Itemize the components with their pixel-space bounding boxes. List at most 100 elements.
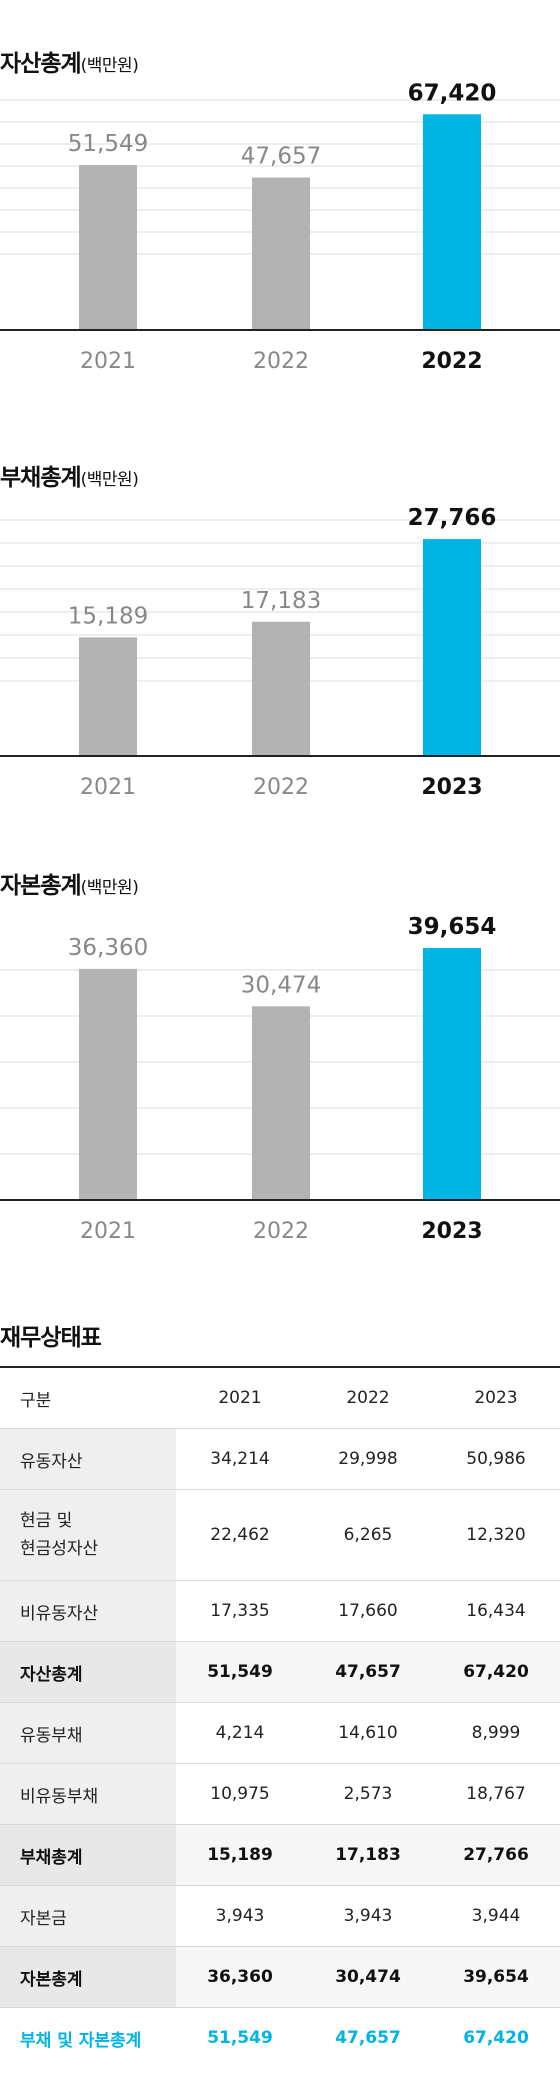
table-cell: 47,657 xyxy=(304,2007,432,2068)
table-cell: 27,766 xyxy=(432,1824,560,1886)
bar xyxy=(423,947,481,1200)
bar xyxy=(423,114,481,330)
value-label: 36,360 xyxy=(68,935,148,961)
table-cell: 8,999 xyxy=(432,1702,560,1764)
table-row: 자본총계 36,360 30,474 39,654 xyxy=(0,1946,560,2008)
x-tick-label: 2022 xyxy=(253,775,309,800)
table-cell: 17,335 xyxy=(176,1580,304,1642)
header-cell: 구분 xyxy=(0,1366,176,1429)
header-cell: 2023 xyxy=(432,1366,560,1429)
balance-sheet-title: 재무상태표 xyxy=(0,1325,102,1351)
bar xyxy=(423,539,481,756)
chart-title-text: 부채총계 xyxy=(0,465,82,491)
bar xyxy=(79,637,137,756)
bar xyxy=(79,968,137,1200)
x-tick-label: 2022 xyxy=(421,349,482,374)
table-row: 자산총계 51,549 47,657 67,420 xyxy=(0,1641,560,1703)
table-cell: 51,549 xyxy=(176,1641,304,1703)
liability-total-chart: 15,189 2021 17,183 2022 27,766 2023 xyxy=(0,505,560,800)
table-cell: 10,975 xyxy=(176,1763,304,1825)
liability-total-chart-section: 부채총계(백만원) 15,189 2021 17,183 2022 27,766 2023 xyxy=(0,458,560,800)
table-cell: 47,657 xyxy=(304,1641,432,1703)
equity-total-chart-section: 자본총계(백만원) 36,360 2021 30,474 2022 39,654 2023 xyxy=(0,866,560,1246)
value-label: 30,474 xyxy=(241,972,321,998)
row-label: 자본금 xyxy=(0,1885,176,1947)
table-row: 자본금 3,943 3,943 3,944 xyxy=(0,1885,560,1947)
chart-unit: (백만원) xyxy=(80,56,139,76)
chart-title: 자산총계(백만원) xyxy=(0,44,139,78)
table-cell: 51,549 xyxy=(176,2007,304,2068)
row-label: 유동부채 xyxy=(0,1702,176,1764)
table-cell: 36,360 xyxy=(176,1946,304,2008)
table-cell: 6,265 xyxy=(304,1489,432,1581)
row-label: 자본총계 xyxy=(0,1946,176,2008)
table-row: 현금 및 현금성자산 22,462 6,265 12,320 xyxy=(0,1489,560,1581)
bar xyxy=(252,177,310,330)
table-cell: 3,943 xyxy=(176,1885,304,1947)
table-cell: 17,183 xyxy=(304,1824,432,1886)
table-header-row: 구분 2021 2022 2023 xyxy=(0,1366,560,1429)
chart-unit: (백만원) xyxy=(80,878,139,898)
table-cell: 34,214 xyxy=(176,1428,304,1490)
row-label: 비유동자산 xyxy=(0,1580,176,1642)
asset-total-chart-section: 자산총계(백만원) 51,549 2021 47,657 2022 67,420 2022 xyxy=(0,44,560,384)
table-cell: 16,434 xyxy=(432,1580,560,1642)
value-label: 17,183 xyxy=(241,588,321,614)
table-cell: 2,573 xyxy=(304,1763,432,1825)
equity-total-chart: 36,360 2021 30,474 2022 39,654 2023 xyxy=(0,914,560,1244)
table-row: 유동자산 34,214 29,998 50,986 xyxy=(0,1428,560,1490)
row-label: 부채총계 xyxy=(0,1824,176,1886)
table-cell: 22,462 xyxy=(176,1489,304,1581)
table-row: 비유동자산 17,335 17,660 16,434 xyxy=(0,1580,560,1642)
table-cell: 67,420 xyxy=(432,2007,560,2068)
x-tick-label: 2022 xyxy=(253,349,309,374)
chart-title-text: 자본총계 xyxy=(0,873,82,899)
balance-sheet-table: 구분 2021 2022 2023 유동자산 34,214 29,998 50,986… xyxy=(0,1366,560,2068)
table-row: 부채총계 15,189 17,183 27,766 xyxy=(0,1824,560,1886)
table-body: 유동자산 34,214 29,998 50,986 현금 및 현금성자산 22,462 6,2… xyxy=(0,1428,560,2068)
table-row: 비유동부채 10,975 2,573 18,767 xyxy=(0,1763,560,1825)
table-cell: 29,998 xyxy=(304,1428,432,1490)
chart-unit: (백만원) xyxy=(80,470,139,490)
value-label: 51,549 xyxy=(68,131,148,157)
x-tick-label: 2023 xyxy=(421,775,482,800)
table-cell: 17,660 xyxy=(304,1580,432,1642)
row-label: 현금 및 현금성자산 xyxy=(0,1489,176,1581)
row-label: 부채 및 자본총계 xyxy=(0,2007,176,2068)
asset-total-chart: 51,549 2021 47,657 2022 67,420 2022 xyxy=(0,80,560,374)
value-label: 27,766 xyxy=(408,505,497,531)
table-cell: 15,189 xyxy=(176,1824,304,1886)
chart-title: 부채총계(백만원) xyxy=(0,458,139,492)
value-label: 67,420 xyxy=(408,80,497,106)
bar xyxy=(252,1006,310,1200)
x-tick-label: 2021 xyxy=(80,1219,136,1244)
row-label: 자산총계 xyxy=(0,1641,176,1703)
table-cell: 4,214 xyxy=(176,1702,304,1764)
table-cell: 3,943 xyxy=(304,1885,432,1947)
table-cell: 14,610 xyxy=(304,1702,432,1764)
table-cell: 39,654 xyxy=(432,1946,560,2008)
bar xyxy=(79,165,137,330)
chart-title: 자본총계(백만원) xyxy=(0,866,139,900)
row-label: 비유동부채 xyxy=(0,1763,176,1825)
header-cell: 2021 xyxy=(176,1366,304,1429)
x-tick-label: 2021 xyxy=(80,775,136,800)
table-row: 유동부채 4,214 14,610 8,999 xyxy=(0,1702,560,1764)
table-cell: 50,986 xyxy=(432,1428,560,1490)
row-label: 유동자산 xyxy=(0,1428,176,1490)
chart-title-text: 자산총계 xyxy=(0,51,82,77)
x-tick-label: 2021 xyxy=(80,349,136,374)
value-label: 47,657 xyxy=(241,143,321,169)
bar xyxy=(252,621,310,756)
table-cell: 67,420 xyxy=(432,1641,560,1703)
x-tick-label: 2022 xyxy=(253,1219,309,1244)
header-cell: 2022 xyxy=(304,1366,432,1429)
table-cell: 12,320 xyxy=(432,1489,560,1581)
value-label: 15,189 xyxy=(68,603,148,629)
table-cell: 3,944 xyxy=(432,1885,560,1947)
x-tick-label: 2023 xyxy=(421,1219,482,1244)
value-label: 39,654 xyxy=(408,914,497,940)
table-cell: 30,474 xyxy=(304,1946,432,2008)
table-cell: 18,767 xyxy=(432,1763,560,1825)
table-row: 부채 및 자본총계 51,549 47,657 67,420 xyxy=(0,2007,560,2068)
